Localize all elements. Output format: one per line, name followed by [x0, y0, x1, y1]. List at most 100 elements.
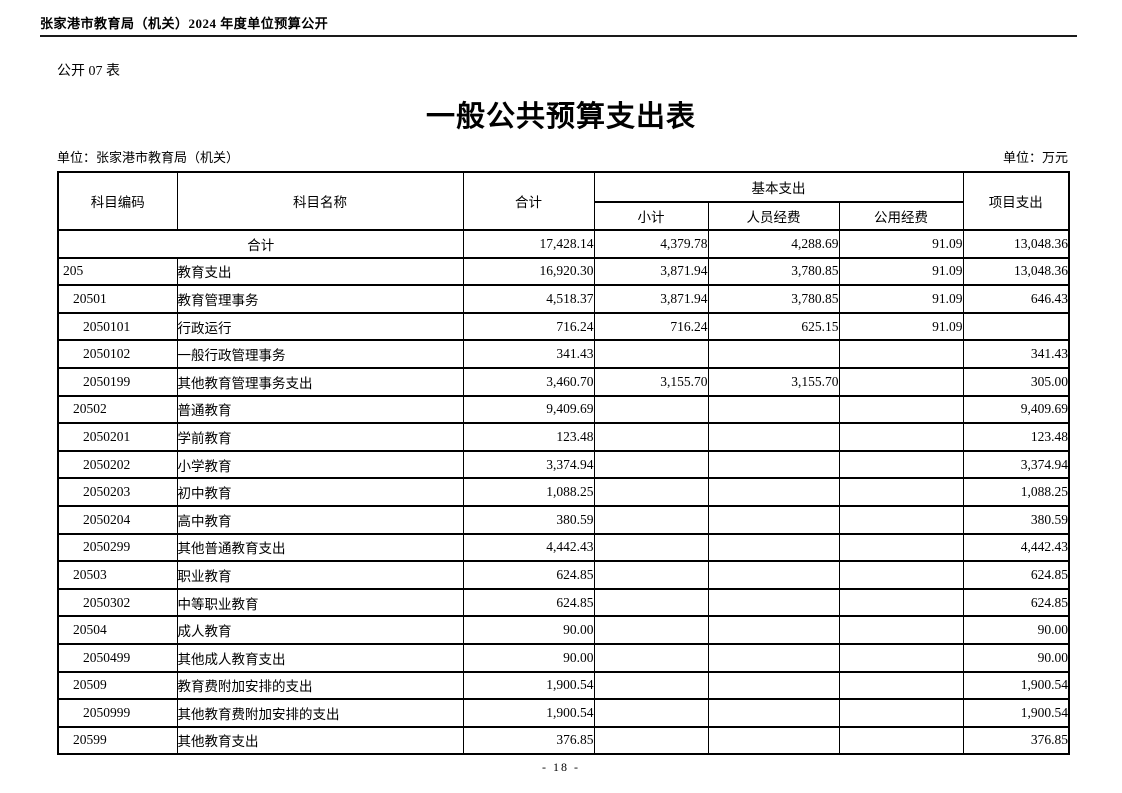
column-header-personnel: 人员经费: [707, 201, 840, 231]
cell-public: [838, 642, 964, 673]
cell-total: 3,374.94: [462, 449, 595, 480]
column-header-code: 科目编码: [57, 171, 178, 231]
cell-public: 91.09: [838, 311, 964, 342]
cell-name: 一般行政管理事务: [176, 339, 464, 369]
cell-personnel: [707, 504, 840, 535]
cell-code: 20504: [57, 615, 178, 645]
cell-personnel: [707, 725, 840, 756]
cell-code: 2050204: [57, 504, 178, 535]
cell-name: 其他成人教育支出: [176, 642, 464, 673]
cell-code: 2050199: [57, 366, 178, 397]
cell-name: 高中教育: [176, 504, 464, 535]
cell-name: 普通教育: [176, 394, 464, 425]
cell-code: 2050302: [57, 587, 178, 618]
table-row: 2050499 其他成人教育支出 90.00 90.00: [57, 642, 1070, 673]
cell-personnel: 625.15: [707, 311, 840, 342]
column-header-project: 项目支出: [962, 171, 1070, 231]
cell-public: [838, 587, 964, 618]
page-title: 一般公共预算支出表: [425, 101, 696, 133]
cell-personnel: 3,155.70: [707, 366, 840, 397]
cell-name: 教育费附加安排的支出: [176, 670, 464, 701]
cell-project: 1,900.54: [962, 698, 1070, 728]
table-row: 合计 17,428.14 4,379.78 4,288.69 91.09 13,048.3…: [57, 229, 1070, 259]
cell-public: [838, 422, 964, 452]
table-row: 20599 其他教育支出 376.85 376.85: [57, 725, 1070, 756]
cell-name: 小学教育: [176, 449, 464, 480]
cell-total: 90.00: [462, 615, 595, 645]
cell-name: 教育支出: [176, 256, 464, 287]
cell-personnel: [707, 587, 840, 618]
column-header-subtotal: 小计: [593, 201, 709, 231]
cell-personnel: [707, 560, 840, 590]
cell-project: 624.85: [962, 560, 1070, 590]
form-number-label: 公开 07 表: [57, 64, 120, 79]
cell-name: 成人教育: [176, 615, 464, 645]
cell-total: 380.59: [462, 504, 595, 535]
cell-code: 2050999: [57, 698, 178, 728]
table-row: 2050999 其他教育费附加安排的支出 1,900.54 1,900.54: [57, 698, 1070, 728]
cell-personnel: [707, 477, 840, 507]
cell-public: [838, 477, 964, 507]
cell-public: 91.09: [838, 229, 964, 259]
cell-total: 1,900.54: [462, 698, 595, 728]
cell-subtotal: [593, 532, 709, 563]
cell-name: 学前教育: [176, 422, 464, 452]
cell-subtotal: [593, 560, 709, 590]
cell-personnel: [707, 698, 840, 728]
cell-personnel: [707, 394, 840, 425]
table-row: 205 教育支出 16,920.30 3,871.94 3,780.85 91.09 13,…: [57, 256, 1070, 287]
cell-personnel: [707, 615, 840, 645]
cell-project: 13,048.36: [962, 256, 1070, 287]
unit-currency-label: 单位：万元: [1002, 150, 1068, 165]
cell-public: [838, 449, 964, 480]
cell-subtotal: 3,871.94: [593, 284, 709, 314]
cell-project: [962, 311, 1070, 342]
column-header-public: 公用经费: [838, 201, 964, 231]
table-row: 2050102 一般行政管理事务 341.43 341.43: [57, 339, 1070, 369]
cell-code: 2050102: [57, 339, 178, 369]
cell-total: 1,900.54: [462, 670, 595, 701]
cell-name: 其他教育管理事务支出: [176, 366, 464, 397]
cell-subtotal: 3,155.70: [593, 366, 709, 397]
cell-total: 4,442.43: [462, 532, 595, 563]
cell-code: 2050201: [57, 422, 178, 452]
cell-project: 9,409.69: [962, 394, 1070, 425]
table-row: 2050101 行政运行 716.24 716.24 625.15 91.09: [57, 311, 1070, 342]
cell-code: 2050202: [57, 449, 178, 480]
cell-public: [838, 670, 964, 701]
table-row: 20509 教育费附加安排的支出 1,900.54 1,900.54: [57, 670, 1070, 701]
cell-project: 13,048.36: [962, 229, 1070, 259]
table-header-row-1: 科目编码 科目名称 合计 基本支出 项目支出: [57, 171, 1070, 231]
cell-total: 716.24: [462, 311, 595, 342]
cell-code: 20503: [57, 560, 178, 590]
cell-public: [838, 532, 964, 563]
cell-personnel: [707, 642, 840, 673]
cell-public: [838, 394, 964, 425]
cell-total: 90.00: [462, 642, 595, 673]
table-row: 2050202 小学教育 3,374.94 3,374.94: [57, 449, 1070, 480]
cell-public: [838, 698, 964, 728]
table-row: 2050201 学前教育 123.48 123.48: [57, 422, 1070, 452]
running-header: 张家港市教育局（机关）2024 年度单位预算公开: [40, 0, 1077, 37]
cell-project: 380.59: [962, 504, 1070, 535]
cell-code: 2050299: [57, 532, 178, 563]
table-row: 2050302 中等职业教育 624.85 624.85: [57, 587, 1070, 618]
table-row: 2050299 其他普通教育支出 4,442.43 4,442.43: [57, 532, 1070, 563]
table-row: 20502 普通教育 9,409.69 9,409.69: [57, 394, 1070, 425]
cell-public: [838, 615, 964, 645]
cell-code: 2050101: [57, 311, 178, 342]
table-row: 20501 教育管理事务 4,518.37 3,871.94 3,780.85 91.09…: [57, 284, 1070, 314]
cell-name: 其他普通教育支出: [176, 532, 464, 563]
cell-subtotal: 3,871.94: [593, 256, 709, 287]
table-row: 20504 成人教育 90.00 90.00: [57, 615, 1070, 645]
budget-table: 科目编码 科目名称 合计 基本支出 项目支出 小计 人员经费 公用经费 合计 17…: [57, 171, 1071, 756]
cell-subtotal: [593, 339, 709, 369]
cell-code: 2050499: [57, 642, 178, 673]
cell-subtotal: 716.24: [593, 311, 709, 342]
cell-code: 20509: [57, 670, 178, 701]
cell-project: 646.43: [962, 284, 1070, 314]
cell-subtotal: [593, 477, 709, 507]
cell-subtotal: [593, 394, 709, 425]
cell-personnel: 3,780.85: [707, 284, 840, 314]
cell-name: 合计: [57, 229, 464, 259]
